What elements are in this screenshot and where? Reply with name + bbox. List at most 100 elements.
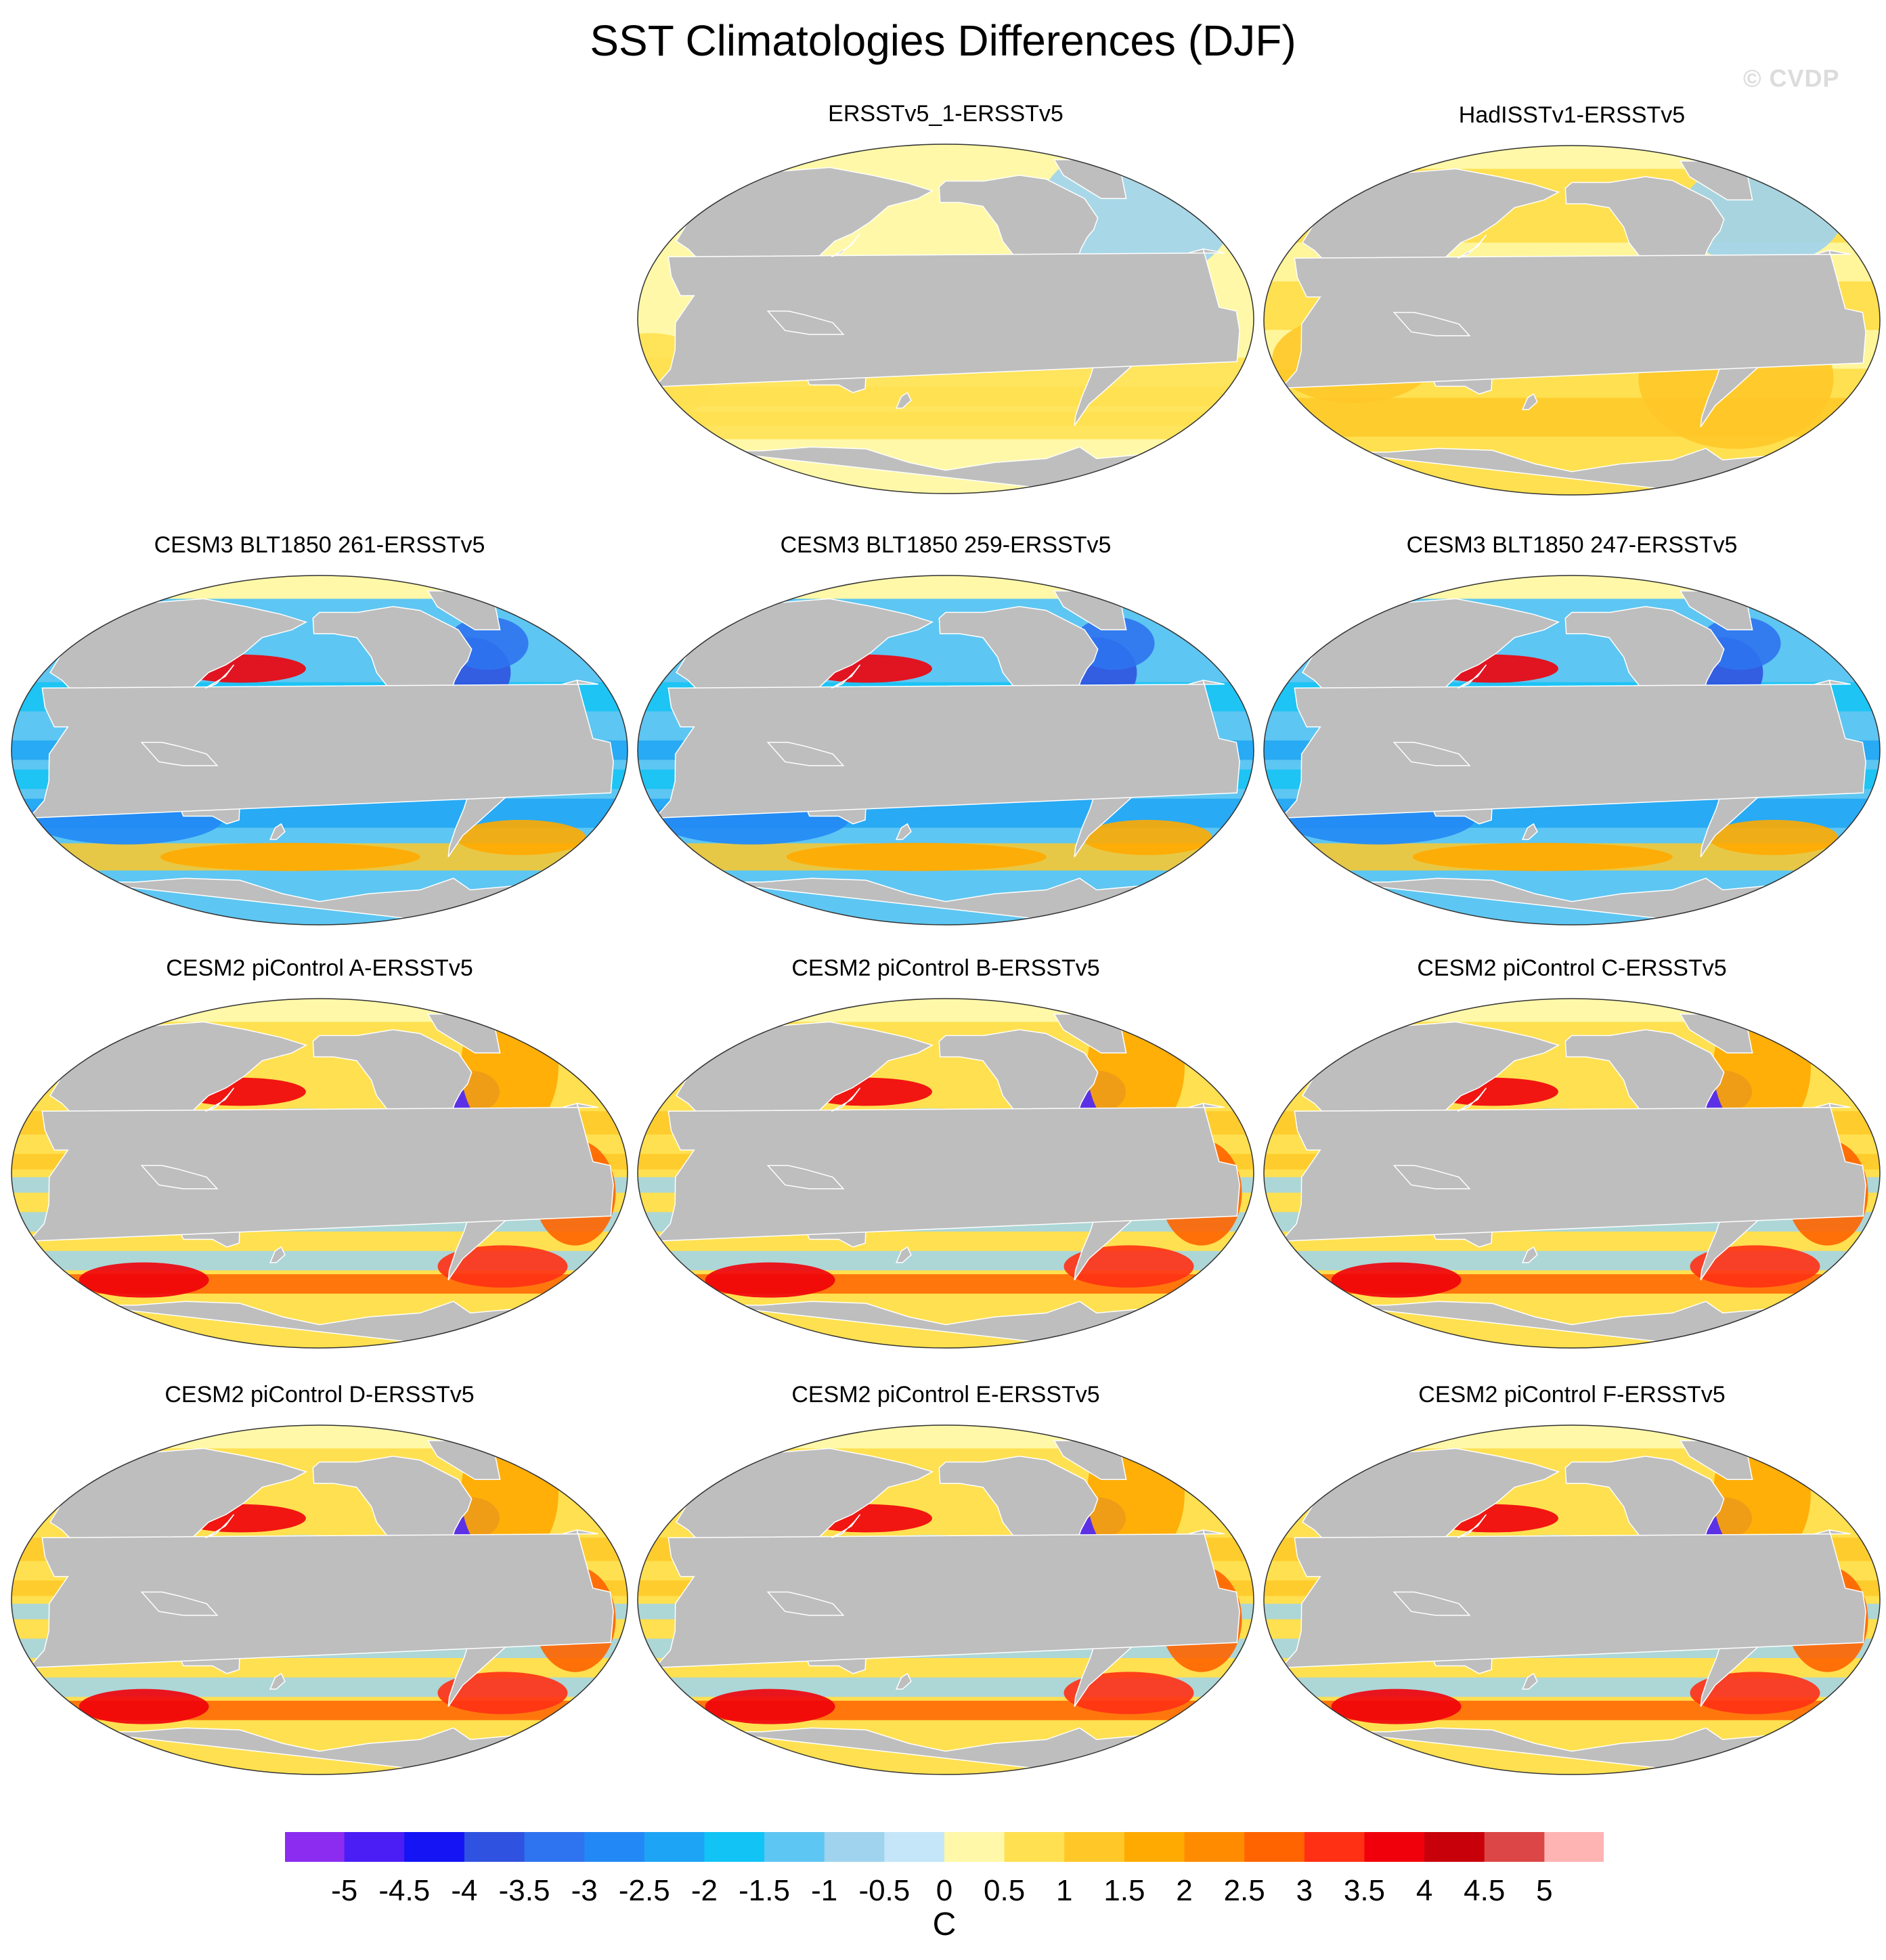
panel-title: CESM3 BLT1850 261-ERSSTv5 xyxy=(154,532,485,558)
anomaly-blob xyxy=(437,1672,568,1714)
map-field xyxy=(638,144,1254,494)
map-outline xyxy=(1263,575,1881,925)
colorbar-swatch xyxy=(944,1831,1005,1863)
world-map xyxy=(1263,575,1881,925)
arctic-ocean xyxy=(638,1425,1254,1449)
colorbar-swatch xyxy=(704,1831,765,1863)
land-africaEast xyxy=(653,1102,1240,1242)
land-nz xyxy=(1521,1672,1538,1690)
colorbar-tick-label: 0 xyxy=(936,1874,953,1907)
land-africaEast xyxy=(1279,1529,1866,1669)
world-map xyxy=(1263,1424,1881,1775)
land-nz xyxy=(1521,823,1538,840)
map-field xyxy=(1264,999,1880,1348)
panel-title: CESM3 BLT1850 247-ERSSTv5 xyxy=(1406,532,1738,558)
map-field xyxy=(1264,1425,1880,1774)
land-japan xyxy=(831,233,861,258)
colorbar-tick-label: -1.5 xyxy=(739,1874,790,1907)
anomaly-blob xyxy=(1331,1262,1462,1298)
colorbar-tick-label: -2.5 xyxy=(618,1874,670,1907)
colorbar-tick-label: 4.5 xyxy=(1464,1874,1506,1907)
colorbar-tick-label: -0.5 xyxy=(858,1874,911,1907)
colorbar-swatch xyxy=(284,1831,345,1863)
land-japan xyxy=(831,664,861,689)
map-field xyxy=(638,575,1254,925)
map-outline xyxy=(11,575,628,925)
colorbar-swatch xyxy=(644,1831,705,1863)
land-indonesia xyxy=(1392,1164,1471,1190)
anomaly-blob xyxy=(437,1245,568,1288)
land-africaEast xyxy=(27,1102,614,1242)
anomaly-blob xyxy=(79,1689,209,1724)
land-africaEast xyxy=(1279,249,1866,389)
map-panel: CESM3 BLT1850 259-ERSSTv5 xyxy=(633,531,1258,931)
panel-title: CESM2 piControl E-ERSSTv5 xyxy=(791,1382,1100,1408)
map-outline xyxy=(637,575,1254,925)
world-map xyxy=(637,998,1254,1349)
map-outline xyxy=(1263,998,1881,1349)
colorbar-tick-label: 3.5 xyxy=(1343,1874,1386,1907)
arctic-ocean xyxy=(638,144,1254,168)
colorbar-swatches xyxy=(284,1831,1604,1863)
colorbar-units-label: C xyxy=(932,1907,957,1942)
map-panel: CESM2 piControl F-ERSSTv5 xyxy=(1259,1381,1885,1781)
colorbar-swatch xyxy=(1064,1831,1125,1863)
panel-title: CESM2 piControl B-ERSSTv5 xyxy=(791,955,1100,981)
anomaly-blob xyxy=(786,842,1047,871)
colorbar: -5 -4.5 -4 -3.5 -3 -2.5 -2 -1.5 -1 -0.5 0 0.5 1 1.5 2 2… xyxy=(284,1831,1604,1960)
anomaly-blob xyxy=(1690,1245,1820,1288)
land-indonesia xyxy=(766,741,845,766)
colorbar-tick-label: -2 xyxy=(690,1874,718,1907)
colorbar-swatch xyxy=(1124,1831,1185,1863)
panel-title: ERSSTv5_1-ERSSTv5 xyxy=(828,101,1063,127)
colorbar-swatch xyxy=(524,1831,585,1863)
anomaly-blob xyxy=(456,820,586,855)
anomaly-blob xyxy=(1063,1245,1194,1288)
map-panel: CESM3 BLT1850 247-ERSSTv5 xyxy=(1259,531,1885,931)
map-panel: HadISSTv1-ERSSTv5 xyxy=(1259,102,1885,501)
land-indonesia xyxy=(1392,311,1471,336)
land-africaEast xyxy=(27,679,614,819)
colorbar-swatch xyxy=(1244,1831,1305,1863)
colorbar-swatch xyxy=(764,1831,825,1863)
page-title: SST Climatologies Differences (DJF) xyxy=(590,16,1296,65)
land-japan xyxy=(204,1514,235,1539)
land-japan xyxy=(831,1087,861,1112)
land-nz xyxy=(269,1672,286,1690)
arctic-ocean xyxy=(12,1425,628,1449)
map-field xyxy=(1264,575,1880,925)
land-indonesia xyxy=(140,741,219,766)
colorbar-tick-label: 2.5 xyxy=(1223,1874,1265,1907)
watermark: © CVDP xyxy=(1743,64,1840,92)
colorbar-tick-label: 2 xyxy=(1176,1874,1193,1907)
land-japan xyxy=(1457,234,1487,259)
land-africaEast xyxy=(1279,1102,1866,1242)
colorbar-swatch xyxy=(404,1831,465,1863)
map-outline xyxy=(637,998,1254,1349)
colorbar-tick-label: -3 xyxy=(571,1874,598,1907)
anomaly-blob xyxy=(1708,820,1839,855)
land-nz xyxy=(895,1246,912,1263)
map-field xyxy=(1264,146,1880,495)
colorbar-swatch xyxy=(464,1831,525,1863)
anomaly-blob xyxy=(160,842,420,871)
panel-title: CESM2 piControl C-ERSSTv5 xyxy=(1417,955,1727,981)
map-panel: CESM2 piControl B-ERSSTv5 xyxy=(633,955,1258,1354)
map-outline xyxy=(637,144,1254,494)
land-indonesia xyxy=(766,1591,845,1616)
panel-title: CESM3 BLT1850 259-ERSSTv5 xyxy=(780,532,1112,558)
land-nz xyxy=(895,391,912,409)
land-indonesia xyxy=(140,1164,219,1190)
map-field xyxy=(638,1425,1254,1774)
land-japan xyxy=(204,664,235,689)
arctic-ocean xyxy=(12,575,628,599)
world-map xyxy=(1263,145,1881,496)
panel-title: HadISSTv1-ERSSTv5 xyxy=(1458,102,1686,128)
arctic-ocean xyxy=(12,999,628,1022)
anomaly-blob xyxy=(79,1262,209,1298)
map-outline xyxy=(11,1424,628,1775)
colorbar-swatch xyxy=(1304,1831,1365,1863)
panel-title: CESM2 piControl A-ERSSTv5 xyxy=(166,955,473,981)
map-panel: ERSSTv5_1-ERSSTv5 xyxy=(633,100,1258,500)
colorbar-tick-label: 3 xyxy=(1296,1874,1313,1907)
